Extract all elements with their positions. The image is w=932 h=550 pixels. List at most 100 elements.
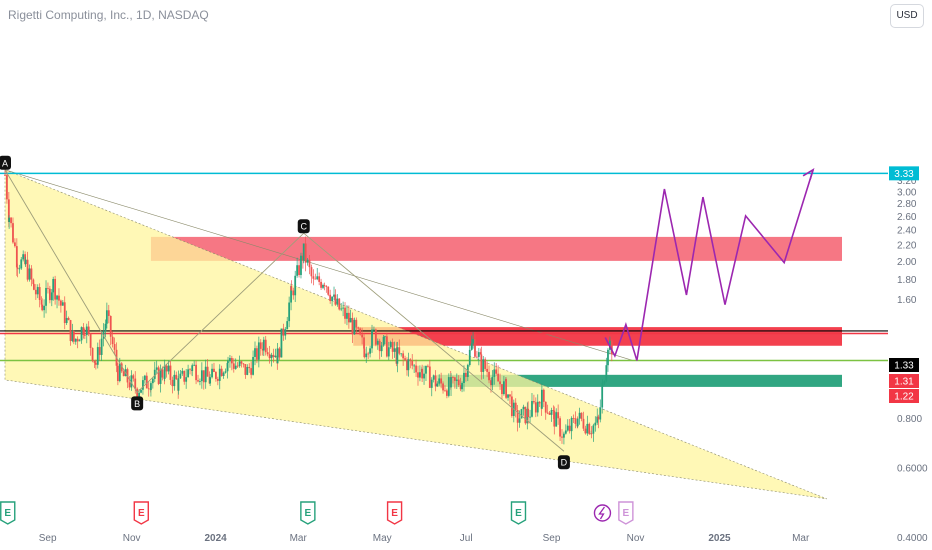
candle-body [104,323,107,332]
candle-body [98,347,101,355]
candle-body [270,354,273,359]
candle-body [605,365,608,382]
candle-body [603,381,606,384]
candle-body [43,305,45,311]
split-circle [593,504,612,522]
candle-body [274,355,277,358]
candle-body [391,342,394,352]
candle-body [572,417,575,419]
currency-button[interactable]: USD [890,4,924,28]
candle-body [63,302,66,324]
earnings-event-icon[interactable]: E [300,501,316,525]
candle-body [434,375,437,387]
candle-body [316,276,319,280]
split-event-icon[interactable] [593,504,612,522]
candle-body [365,353,368,358]
candle-body [400,353,403,355]
candle-body [393,348,396,352]
candle-body [463,372,465,384]
candle-body [250,368,253,375]
candle-body [371,329,373,349]
candle-body [329,294,332,302]
candle-body [242,363,245,365]
candle-body [290,286,292,303]
earnings-letter: E [391,508,398,519]
candle-body [310,267,313,277]
price-badge-text: 3.33 [894,169,914,180]
candle-body [385,336,388,357]
candle-body [261,348,264,351]
candle-body [111,336,114,345]
candle-body [10,217,12,224]
candle-body [415,365,417,373]
candle-body [409,359,412,361]
candle-body [161,369,164,378]
candle-body [588,423,591,434]
candle-body [136,388,139,398]
candle-body [159,369,162,384]
lightning-icon [598,506,605,520]
candle-body [355,319,358,328]
earnings-event-icon[interactable]: E [618,501,634,525]
x-tick-label: 2024 [205,533,228,544]
x-tick-label: Mar [792,533,810,544]
candle-body [447,377,450,396]
candle-body [189,369,191,371]
candle-body [495,369,498,374]
candle-body [502,381,505,395]
candle-body [179,373,182,379]
candle-body [181,370,184,374]
candle-body [349,317,352,323]
candle-body [122,371,125,377]
candle-body [199,381,201,382]
candle-body [236,365,239,367]
candle-body [226,362,229,372]
candle-body [59,300,62,306]
earnings-letter: E [138,508,145,519]
candle-body [132,375,135,379]
candle-body [384,336,386,338]
candle-body [542,389,545,402]
earnings-event-icon[interactable]: E [133,501,149,525]
y-tick-label: 1.60 [897,295,917,306]
candle-body [113,344,116,350]
y-tick-label: 3.20 [897,176,917,187]
earnings-shield [0,501,16,525]
candle-body [314,278,317,280]
candle-body [252,356,254,375]
candle-body [22,254,25,260]
candle-body [601,386,604,408]
candle-body [40,299,43,305]
earnings-event-icon[interactable]: E [0,501,16,525]
candle-body [607,349,609,366]
candle-body [459,385,462,390]
candle-body [142,380,144,390]
pattern-point-box [297,219,310,234]
candle-body [78,340,81,342]
candle-body [248,366,251,369]
candle-body [292,290,295,296]
candle-body [282,328,285,336]
candle-body [497,373,500,382]
candle-body [153,369,156,379]
candle-body [72,330,75,342]
candle-body [446,390,448,396]
candle-body [440,378,443,384]
candle-body [254,348,256,357]
x-tick-label: Sep [39,533,57,544]
candle-body [213,368,215,373]
pattern-point-label: C [300,222,307,232]
candle-body [268,354,271,359]
candle-body [264,339,267,353]
candle-body [15,246,18,268]
earnings-event-icon[interactable]: E [510,501,527,525]
earnings-event-icon[interactable]: E [386,501,403,525]
x-tick-label: Sep [543,533,561,544]
candle-body [509,394,511,397]
price-badge-bg [889,358,919,372]
candle-body [396,347,399,364]
candle-body [193,364,196,366]
candle-body [209,377,212,384]
candle-body [302,243,305,261]
